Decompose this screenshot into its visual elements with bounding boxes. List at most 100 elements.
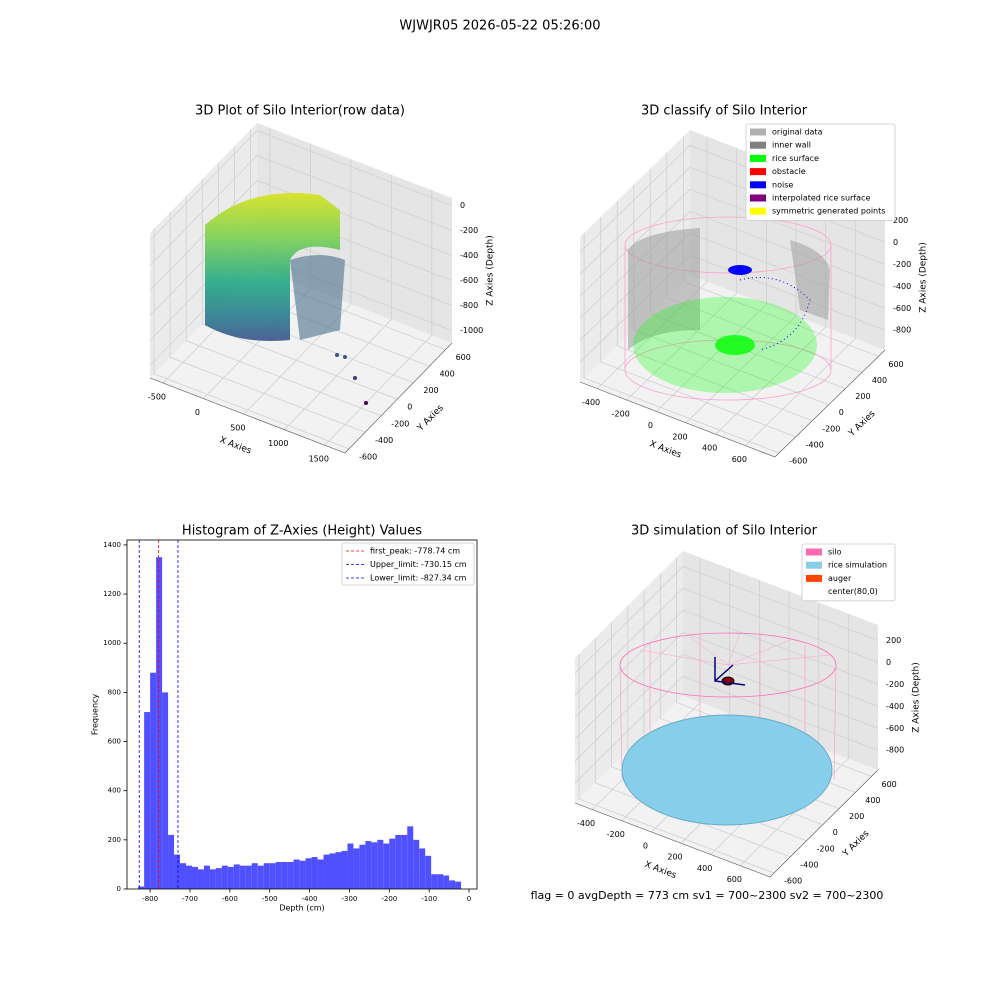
bar xyxy=(413,839,420,889)
legend-label: rice surface xyxy=(772,154,819,163)
x-tick-label: -500 xyxy=(262,895,278,903)
status-text: flag = 0 avgDepth = 773 cm sv1 = 700~230… xyxy=(531,889,884,902)
raw-point xyxy=(364,401,368,405)
bar xyxy=(287,861,294,889)
legend-label: auger xyxy=(828,574,852,583)
bar xyxy=(209,869,216,889)
silo-outline xyxy=(624,245,832,370)
wall-pane xyxy=(575,551,683,803)
wall-pane xyxy=(690,130,885,350)
z-tick-label: -600 xyxy=(460,276,478,285)
bar xyxy=(443,875,450,889)
bar xyxy=(263,863,270,889)
grid-line xyxy=(745,193,856,446)
y-tick-label: -200 xyxy=(817,844,835,853)
bar xyxy=(299,860,306,889)
x-tick-label: 1500 xyxy=(309,455,329,464)
bar xyxy=(311,857,318,889)
grid-line xyxy=(574,675,879,784)
legend-label: rice simulation xyxy=(828,561,887,570)
bar xyxy=(269,863,276,889)
legend-swatch xyxy=(750,194,766,202)
z-tick-label: -600 xyxy=(893,304,911,313)
z-tick-label: -200 xyxy=(886,680,904,689)
bar xyxy=(347,843,354,889)
z-tick-label: -200 xyxy=(460,226,478,235)
grid-line xyxy=(153,228,350,450)
grid-line xyxy=(596,136,708,389)
bar xyxy=(245,865,252,889)
bar xyxy=(419,848,426,889)
legend-label: Upper_limit: -730.15 cm xyxy=(370,560,467,569)
x-tick-label: 200 xyxy=(667,853,682,862)
grid-line xyxy=(616,200,813,422)
chart-title: 3D simulation of Silo Interior xyxy=(631,524,818,539)
raw-point xyxy=(343,355,347,359)
grid-line xyxy=(600,216,796,438)
bar xyxy=(227,866,234,889)
grid-line xyxy=(579,188,886,297)
z-axis-label: Z Axies (Depth) xyxy=(486,235,496,306)
grid-line xyxy=(284,174,392,430)
bar xyxy=(233,864,240,889)
grid-line xyxy=(169,212,366,433)
center-axes xyxy=(714,657,746,686)
y-tick-label: 600 xyxy=(456,353,471,362)
bar xyxy=(449,880,456,889)
y-tick-label: 600 xyxy=(882,780,897,789)
x-tick-label: 400 xyxy=(697,864,712,873)
x-tick-label: 600 xyxy=(727,875,742,884)
bar xyxy=(329,853,336,889)
raw-point xyxy=(353,376,357,380)
noise-points xyxy=(739,277,811,351)
y-tick-label: 400 xyxy=(865,796,880,805)
bar xyxy=(197,869,204,889)
bar xyxy=(425,855,432,889)
y-tick-label: -400 xyxy=(800,860,818,869)
legend-label: symmetric generated points xyxy=(772,207,885,216)
x-tick-label: -200 xyxy=(612,409,630,418)
y-tick-label: 800 xyxy=(108,688,121,696)
grid-line xyxy=(574,631,879,740)
grid-line xyxy=(574,609,879,718)
x-tick-label: 0 xyxy=(467,895,471,903)
x-tick-label: 600 xyxy=(732,455,747,464)
bar xyxy=(395,834,402,889)
legend-label: noise xyxy=(772,180,793,189)
bar xyxy=(305,858,312,889)
x-tick-label: 1000 xyxy=(268,439,288,448)
x-tick-label: 200 xyxy=(672,432,687,441)
legend-label: silo xyxy=(828,548,842,557)
legend-swatch xyxy=(750,207,766,215)
wall-pane xyxy=(257,123,452,343)
y-axis-label: Frequency xyxy=(91,694,100,736)
grid-line xyxy=(149,155,453,266)
z-tick-label: 200 xyxy=(886,636,901,645)
figure-title: WJWJR05 2026-05-22 05:26:00 xyxy=(399,19,600,34)
grid-line xyxy=(324,190,433,446)
point-clouds xyxy=(205,193,837,826)
chart-title: 3D Plot of Silo Interior(row data) xyxy=(195,104,405,119)
bar xyxy=(203,865,210,889)
legend-swatch xyxy=(806,561,822,569)
axis-line xyxy=(579,349,886,458)
grid-line xyxy=(740,613,849,866)
y-tick-label: 600 xyxy=(108,738,121,746)
y-tick-label: 0 xyxy=(117,885,121,893)
legend-swatch xyxy=(806,574,822,582)
x-tick-label: -100 xyxy=(421,895,437,903)
legend-swatch xyxy=(806,588,822,596)
y-tick-label: 200 xyxy=(423,386,438,395)
grid-line xyxy=(594,637,791,858)
grid-line xyxy=(149,130,453,241)
y-tick-label: 1400 xyxy=(103,541,121,549)
y-tick-label: 400 xyxy=(108,787,121,795)
chart-title: Histogram of Z-Axies (Height) Values xyxy=(182,524,422,539)
x-tick-label: 400 xyxy=(702,444,717,453)
z-tick-label: -200 xyxy=(893,260,911,269)
bar xyxy=(335,852,342,889)
bar xyxy=(317,859,324,889)
grid-line xyxy=(185,195,382,417)
bar xyxy=(174,854,181,889)
bar xyxy=(437,874,444,889)
